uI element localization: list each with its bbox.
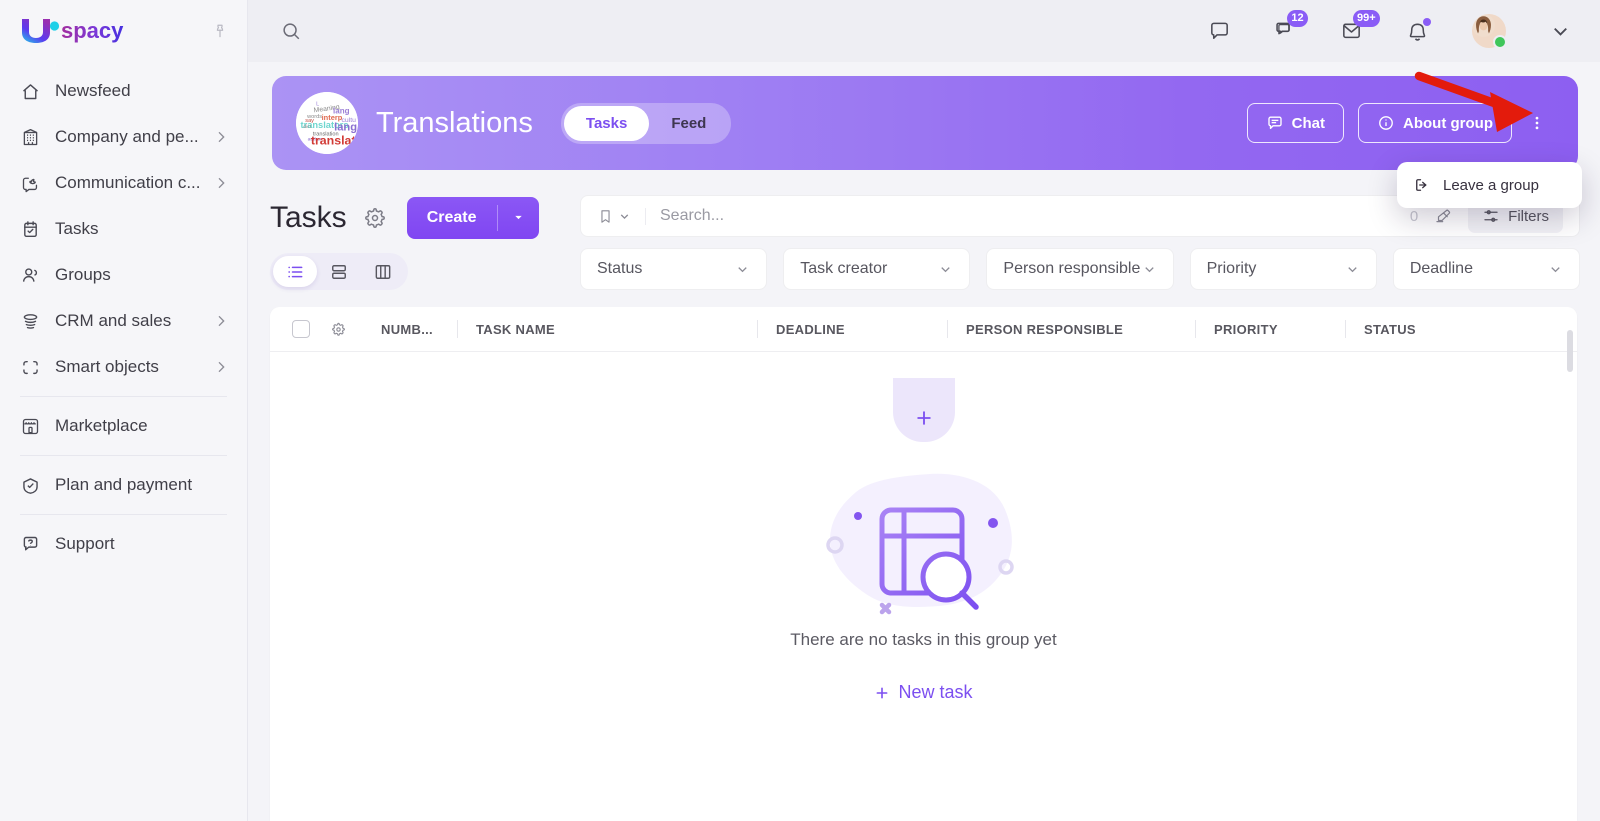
svg-text:spacy: spacy: [61, 18, 124, 43]
svg-text:dict: dict: [303, 124, 311, 130]
svg-text:translat: translat: [311, 134, 356, 148]
svg-text:L: L: [316, 102, 319, 108]
